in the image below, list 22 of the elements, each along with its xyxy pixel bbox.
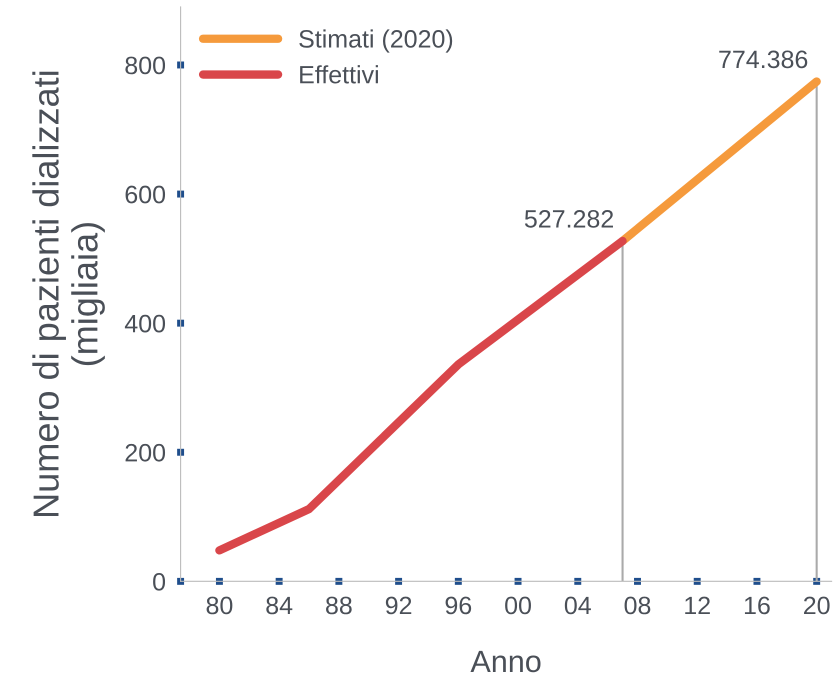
x-tick-label: 88 (326, 596, 352, 614)
y-axis-title: Numero di pazienti dializzati (migliaia) (32, 72, 105, 516)
x-tick-label: 08 (624, 596, 650, 614)
y-tick-label: 0 (153, 572, 166, 591)
x-tick-label: 96 (446, 596, 472, 614)
x-tick-label: 16 (744, 596, 770, 614)
x-tick-label: 12 (685, 596, 710, 614)
x-tick-label: 04 (564, 596, 591, 614)
legend-label: Effettivi (300, 65, 378, 84)
data-label: 527.282 (524, 210, 613, 228)
legend-label: Stimati (2020) (299, 29, 452, 53)
y-tick-label: 200 (126, 444, 166, 462)
y-tick-label: 800 (125, 56, 166, 74)
x-tick-label: 00 (505, 596, 531, 614)
x-tick-label: 92 (386, 596, 412, 614)
x-tick-label: 20 (804, 596, 830, 614)
data-label: 774.386 (719, 50, 808, 68)
y-tick-label: 400 (124, 314, 166, 332)
x-tick-label: 84 (266, 596, 292, 614)
y-tick-label: 600 (126, 186, 166, 204)
x-tick-label: 80 (206, 596, 232, 614)
x-axis-title: Anno (470, 650, 540, 672)
